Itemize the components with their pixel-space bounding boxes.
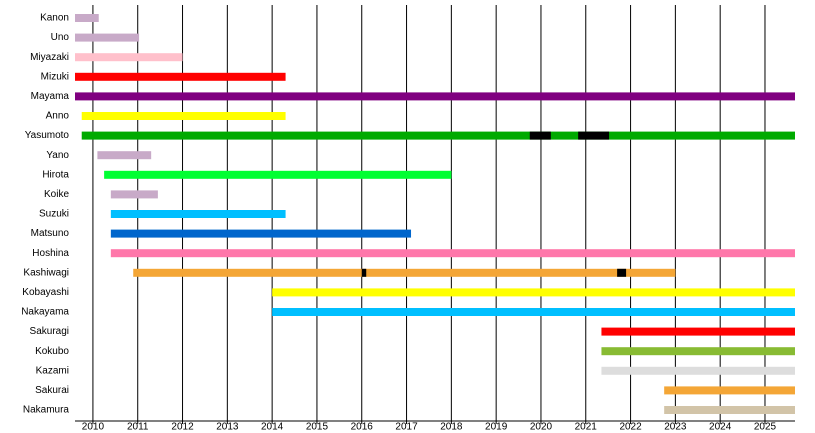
- gap: [617, 268, 627, 277]
- gap: [529, 131, 551, 140]
- gap: [361, 268, 367, 277]
- bar: [97, 151, 152, 160]
- x-tick-label: 2022: [619, 422, 642, 433]
- x-tick-label: 2023: [664, 422, 687, 433]
- x-tick-label: 2024: [709, 422, 732, 433]
- bar: [664, 386, 795, 395]
- row-label: Sakurai: [35, 385, 69, 396]
- x-tick-label: 2021: [575, 422, 598, 433]
- x-tick-label: 2011: [127, 422, 149, 433]
- row-label: Suzuki: [39, 209, 69, 220]
- row-label: Kokubo: [35, 346, 69, 357]
- x-tick-label: 2015: [306, 422, 329, 433]
- row-label: Koike: [44, 189, 69, 200]
- x-tick-label: 2010: [82, 422, 105, 433]
- x-tick-label: 2018: [440, 422, 463, 433]
- bar: [601, 327, 795, 336]
- bar: [104, 170, 452, 179]
- x-tick-label: 2014: [261, 422, 284, 433]
- row-label: Mayama: [31, 91, 70, 102]
- bar: [601, 347, 795, 356]
- bar: [110, 190, 158, 199]
- bar: [272, 288, 795, 297]
- bar: [75, 33, 140, 42]
- bar: [601, 366, 795, 375]
- bar: [75, 92, 795, 101]
- x-tick-label: 2025: [754, 422, 777, 433]
- x-tick-label: 2019: [485, 422, 508, 433]
- x-tick-label: 2016: [351, 422, 374, 433]
- bar: [110, 229, 412, 238]
- bar: [75, 72, 286, 81]
- row-label: Hirota: [42, 169, 69, 180]
- row-label: Kashiwagi: [23, 267, 69, 278]
- bar: [133, 268, 676, 277]
- row-label: Kanon: [40, 13, 69, 24]
- bar: [272, 308, 795, 316]
- bar: [664, 406, 795, 414]
- row-label: Sakuragi: [30, 326, 69, 337]
- row-label: Yasumoto: [25, 130, 70, 141]
- bar: [81, 131, 796, 140]
- row-label: Miyazaki: [30, 52, 69, 63]
- row-label: Nakayama: [21, 307, 69, 318]
- row-label: Yano: [46, 150, 69, 161]
- bar: [75, 53, 183, 62]
- row-label: Mizuki: [41, 71, 69, 82]
- gap: [578, 131, 610, 140]
- bar: [81, 112, 286, 120]
- row-label: Kobayashi: [22, 287, 69, 298]
- x-tick-label: 2020: [530, 422, 553, 433]
- row-label: Kazami: [36, 365, 69, 376]
- x-tick-label: 2017: [395, 422, 418, 433]
- row-label: Hoshina: [32, 248, 69, 259]
- row-label: Uno: [51, 32, 70, 43]
- row-label: Matsuno: [31, 228, 70, 239]
- row-label: Anno: [46, 111, 70, 122]
- x-tick-label: 2012: [171, 422, 194, 433]
- bar: [75, 14, 99, 22]
- bar: [110, 249, 795, 258]
- bar: [110, 210, 286, 218]
- row-label: Nakamura: [23, 405, 70, 416]
- x-tick-label: 2013: [216, 422, 239, 433]
